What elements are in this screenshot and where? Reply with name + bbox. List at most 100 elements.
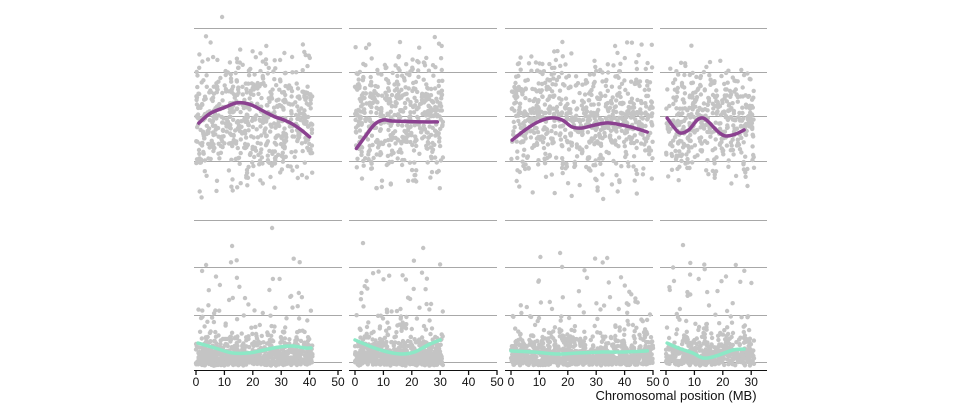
scatter-point [583, 335, 588, 341]
scatter-point [630, 322, 636, 328]
scatter-point [259, 81, 264, 87]
scatter-point [634, 66, 640, 72]
scatter-point [235, 185, 240, 190]
scatter-point [628, 115, 634, 120]
scatter-point [220, 98, 225, 103]
scatter-point [302, 359, 308, 365]
scatter-point [272, 77, 277, 82]
scatter-point [198, 141, 203, 146]
scatter-point [751, 338, 757, 343]
scatter-point [644, 79, 650, 84]
scatter-point [379, 178, 385, 183]
scatter-point [282, 126, 287, 131]
scatter-point [578, 341, 583, 346]
scatter-point [250, 85, 255, 91]
scatter-point [353, 129, 359, 134]
scatter-point [724, 143, 730, 148]
scatter-point [579, 103, 584, 108]
scatter-point [540, 61, 545, 67]
scatter-point [700, 123, 705, 129]
scatter-point [535, 130, 541, 135]
scatter-point [702, 267, 707, 272]
scatter-point [424, 276, 430, 281]
scatter-point [624, 301, 629, 306]
scatter-point [738, 124, 744, 129]
scatter-point [677, 106, 683, 111]
scatter-point [598, 91, 603, 96]
scatter-point [258, 51, 263, 56]
scatter-point [309, 122, 314, 127]
scatter-point [368, 349, 374, 354]
scatter-point [267, 99, 272, 105]
scatter-point [392, 82, 397, 87]
scatter-point [594, 113, 599, 118]
scatter-point [229, 106, 234, 111]
scatter-point [429, 326, 435, 331]
scatter-point [223, 323, 228, 328]
scatter-point [210, 54, 216, 60]
scatter-point [624, 40, 630, 45]
scatter-point [559, 314, 564, 319]
scatter-point [586, 356, 591, 361]
scatter-point [412, 95, 417, 101]
scatter-point [639, 100, 644, 106]
scatter-point [713, 120, 718, 125]
scatter-point [528, 107, 533, 112]
scatter-point [392, 335, 397, 340]
scatter-point [582, 92, 588, 97]
scatter-point [233, 128, 238, 133]
scatter-point [543, 151, 548, 156]
scatter-point [640, 172, 646, 177]
scatter-point [729, 320, 735, 325]
scatter-point [582, 329, 587, 334]
scatter-point [220, 144, 225, 150]
scatter-point [552, 190, 557, 196]
scatter-point [295, 138, 300, 144]
scatter-point [210, 98, 215, 104]
scatter-point [296, 94, 302, 99]
scatter-point [727, 108, 732, 113]
scatter-point [671, 80, 676, 86]
scatter-point [368, 110, 374, 115]
scatter-point [637, 79, 643, 84]
scatter-point [746, 93, 752, 99]
scatter-point [605, 255, 610, 261]
scatter-point [521, 153, 526, 158]
scatter-point [424, 130, 429, 135]
scatter-point [745, 117, 751, 122]
scatter-point [511, 132, 516, 137]
scatter-point [257, 341, 262, 346]
scatter-point [259, 147, 264, 152]
scatter-point [267, 148, 272, 154]
scatter-point [601, 303, 607, 308]
scatter-point [228, 339, 233, 344]
scatter-point [687, 121, 692, 126]
scatter-point [701, 101, 707, 106]
scatter-point [242, 141, 248, 147]
scatter-point [299, 172, 305, 178]
scatter-point [681, 141, 687, 147]
scatter-point [370, 337, 375, 342]
scatter-point [634, 361, 639, 366]
scatter-point [681, 124, 686, 130]
scatter-point [250, 172, 255, 177]
scatter-point [576, 289, 582, 294]
scatter-point [425, 110, 431, 115]
scatter-point [534, 126, 539, 131]
scatter-point [618, 357, 623, 363]
scatter-point [563, 127, 568, 132]
scatter-point [217, 156, 222, 161]
scatter-point [538, 254, 543, 260]
scatter-point [664, 150, 669, 155]
scatter-point [511, 129, 516, 134]
scatter-point [283, 325, 288, 330]
scatter-point [245, 175, 251, 180]
scatter-point [713, 137, 718, 142]
scatter-point [384, 339, 389, 345]
scatter-point [649, 65, 655, 70]
scatter-point [731, 123, 736, 128]
scatter-point [710, 110, 715, 116]
scatter-point [360, 78, 366, 83]
scatter-point [207, 90, 212, 95]
scatter-point [577, 147, 583, 152]
